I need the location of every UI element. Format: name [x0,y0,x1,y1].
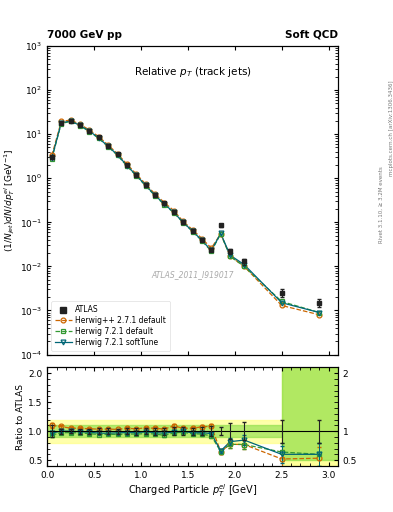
Text: Relative $p_T$ (track jets): Relative $p_T$ (track jets) [134,65,252,78]
X-axis label: Charged Particle $p_T^{el}$ [GeV]: Charged Particle $p_T^{el}$ [GeV] [128,482,257,499]
Text: ATLAS_2011_I919017: ATLAS_2011_I919017 [151,270,234,279]
Text: mcplots.cern.ch [arXiv:1306.3436]: mcplots.cern.ch [arXiv:1306.3436] [389,80,393,176]
Legend: ATLAS, Herwig++ 2.7.1 default, Herwig 7.2.1 default, Herwig 7.2.1 softTune: ATLAS, Herwig++ 2.7.1 default, Herwig 7.… [51,302,170,351]
Y-axis label: $(1/N_{jet})dN/dp_T^{el}$ [GeV$^{-1}$]: $(1/N_{jet})dN/dp_T^{el}$ [GeV$^{-1}$] [2,148,17,252]
Text: Soft QCD: Soft QCD [285,30,338,40]
Y-axis label: Ratio to ATLAS: Ratio to ATLAS [16,383,25,450]
Text: 7000 GeV pp: 7000 GeV pp [47,30,122,40]
Text: Rivet 3.1.10, ≥ 3.2M events: Rivet 3.1.10, ≥ 3.2M events [379,166,384,243]
